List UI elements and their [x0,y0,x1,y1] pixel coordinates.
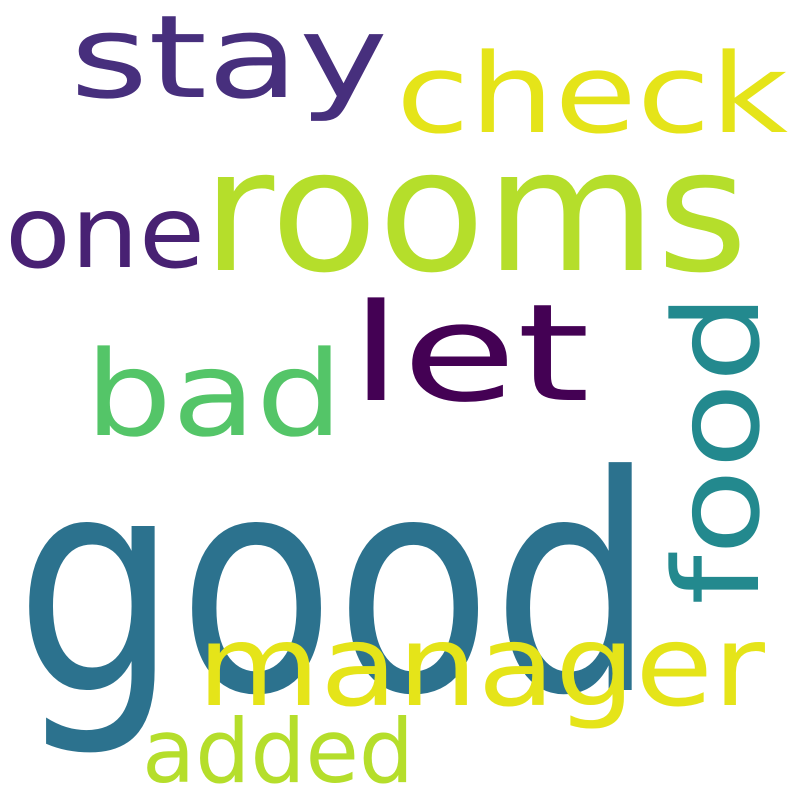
word-rooms: rooms [202,113,748,311]
word-food: food [648,293,786,605]
word-let: let [350,275,590,432]
word-one: one [5,174,205,291]
word-added: added [142,700,414,800]
word-good: good [15,412,655,761]
word-stay: stay [70,0,388,125]
word-manager: manager [197,602,766,732]
word-check: check [396,30,788,158]
word-bad: bad [85,325,343,463]
